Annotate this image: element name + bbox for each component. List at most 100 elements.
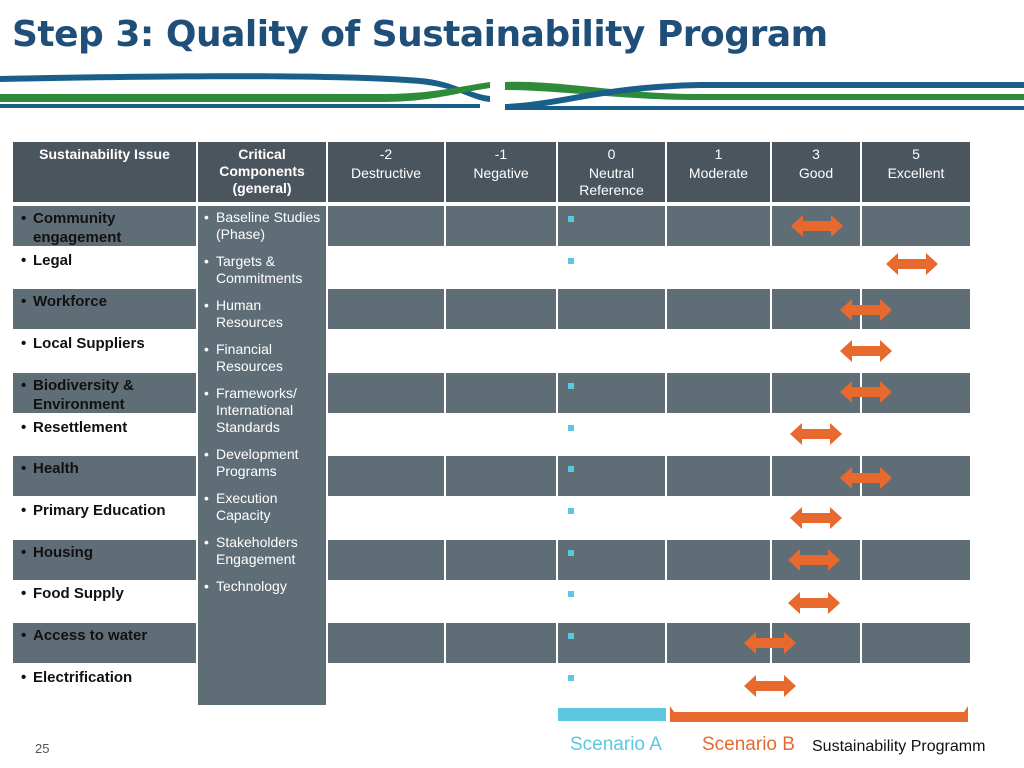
component-item: Stakeholders Engagement bbox=[204, 534, 324, 568]
neutral-marker bbox=[568, 466, 574, 473]
arrow bbox=[790, 423, 842, 445]
issue-cell: Health bbox=[13, 456, 196, 497]
rating-cell bbox=[558, 456, 665, 497]
scale-score: 3 bbox=[812, 146, 820, 162]
component-item: Targets & Commitments bbox=[204, 253, 324, 287]
neutral-marker bbox=[568, 216, 574, 222]
rating-cell bbox=[667, 289, 770, 330]
rating-cell bbox=[667, 539, 770, 580]
issue-cell: Biodiversity & Environment bbox=[13, 372, 196, 413]
rating-cell bbox=[328, 289, 444, 330]
issue-cell: Community engagement bbox=[13, 206, 196, 246]
scale-score: 5 bbox=[912, 146, 920, 162]
scale-score: 1 bbox=[714, 146, 723, 162]
scale-score: 0 bbox=[607, 146, 616, 162]
arrow bbox=[791, 215, 843, 237]
bracket-b bbox=[670, 706, 968, 722]
scale-label: Neutral Reference bbox=[579, 165, 644, 198]
issue-cell: Primary Education bbox=[13, 498, 196, 538]
issue-cell: Workforce bbox=[13, 289, 196, 330]
component-item: Baseline Studies (Phase) bbox=[204, 209, 324, 243]
page-number: 25 bbox=[35, 741, 50, 756]
rating-cell bbox=[667, 456, 770, 497]
column-header: Critical Components (general) bbox=[198, 142, 326, 202]
arrow bbox=[744, 632, 796, 654]
scale-score: -1 bbox=[494, 146, 508, 162]
rating-cell bbox=[558, 623, 665, 663]
scale-header: 1 Moderate bbox=[667, 142, 770, 202]
neutral-marker bbox=[568, 674, 574, 681]
component-item: Financial Resources bbox=[204, 341, 324, 375]
scenario-b: Scenario B bbox=[702, 734, 795, 755]
issue-cell: Housing bbox=[13, 539, 196, 580]
arrow bbox=[788, 592, 840, 614]
neutral-marker bbox=[568, 633, 574, 639]
scale-label: Negative bbox=[473, 165, 529, 181]
arrow bbox=[840, 340, 892, 362]
arrow bbox=[790, 507, 842, 529]
rating-cell bbox=[446, 623, 556, 663]
issue-cell: Electrification bbox=[13, 665, 196, 705]
neutral-marker bbox=[568, 257, 574, 264]
neutral-marker bbox=[568, 507, 574, 514]
components-panel: Baseline Studies (Phase) Targets & Commit… bbox=[198, 206, 326, 705]
rating-cell bbox=[558, 372, 665, 413]
rating-cell bbox=[328, 623, 444, 663]
rating-cell bbox=[667, 206, 770, 246]
bracket-a bbox=[558, 708, 666, 721]
neutral-marker bbox=[568, 424, 574, 431]
scale-header: 5 Excellent bbox=[862, 142, 970, 202]
arrow bbox=[840, 381, 892, 403]
neutral-marker bbox=[568, 549, 574, 556]
rating-cell bbox=[446, 372, 556, 413]
rating-cell bbox=[446, 539, 556, 580]
arrow bbox=[788, 549, 840, 571]
scale-header: -2 Destructive bbox=[328, 142, 444, 202]
arrow bbox=[744, 675, 796, 697]
rating-cell bbox=[446, 456, 556, 497]
rating-cell bbox=[328, 372, 444, 413]
rating-cell bbox=[862, 623, 970, 663]
component-item: Frameworks/ International Standards bbox=[204, 385, 324, 436]
rating-cell bbox=[328, 206, 444, 246]
rating-cell bbox=[558, 206, 665, 246]
issue-cell: Local Suppliers bbox=[13, 331, 196, 371]
neutral-marker bbox=[568, 591, 574, 598]
component-item: Human Resources bbox=[204, 297, 324, 331]
scale-header: 0 Neutral Reference bbox=[558, 142, 665, 202]
neutral-marker bbox=[568, 382, 574, 389]
legend-note: Sustainability Programm bbox=[812, 738, 986, 755]
rating-cell bbox=[667, 372, 770, 413]
issue-cell: Access to water bbox=[13, 623, 196, 663]
component-item: Development Programs bbox=[204, 446, 324, 480]
decorative-ribbon bbox=[0, 73, 1024, 110]
component-item: Execution Capacity bbox=[204, 490, 324, 524]
scale-header: -1 Negative bbox=[446, 142, 556, 202]
arrow bbox=[886, 253, 938, 275]
rating-cell bbox=[862, 539, 970, 580]
rating-cell bbox=[446, 289, 556, 330]
rating-cell bbox=[558, 539, 665, 580]
scale-label: Good bbox=[798, 165, 834, 181]
rating-cell bbox=[558, 289, 665, 330]
rating-cell bbox=[328, 456, 444, 497]
column-header: Sustainability Issue bbox=[13, 142, 196, 202]
rating-cell bbox=[446, 206, 556, 246]
issue-cell: Legal bbox=[13, 248, 196, 288]
scenario-a: Scenario A bbox=[570, 734, 662, 755]
rating-cell bbox=[862, 206, 970, 246]
scale-label: Excellent bbox=[887, 165, 945, 181]
scale-header: 3 Good bbox=[772, 142, 860, 202]
slide-title: Step 3: Quality of Sustainability Progra… bbox=[12, 14, 828, 55]
arrow bbox=[840, 299, 892, 321]
scale-label: Destructive bbox=[350, 165, 422, 181]
scale-label: Moderate bbox=[688, 165, 749, 181]
arrow bbox=[840, 467, 892, 489]
issue-cell: Resettlement bbox=[13, 415, 196, 455]
component-item: Technology bbox=[204, 578, 324, 595]
scale-score: -2 bbox=[379, 146, 393, 162]
issue-cell: Food Supply bbox=[13, 581, 196, 621]
rating-cell bbox=[328, 539, 444, 580]
